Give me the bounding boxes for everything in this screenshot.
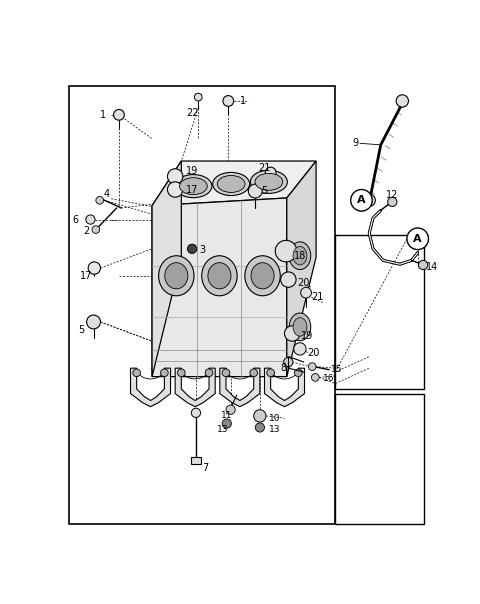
Circle shape xyxy=(275,240,297,262)
Polygon shape xyxy=(220,368,260,406)
Circle shape xyxy=(178,369,185,377)
Circle shape xyxy=(86,215,95,224)
Circle shape xyxy=(86,315,100,329)
Text: 12: 12 xyxy=(386,190,398,200)
Polygon shape xyxy=(264,368,304,406)
Circle shape xyxy=(96,196,104,204)
Circle shape xyxy=(363,194,375,207)
Circle shape xyxy=(285,326,300,341)
Text: 20: 20 xyxy=(297,278,309,289)
Circle shape xyxy=(222,419,231,428)
Circle shape xyxy=(294,342,306,355)
Circle shape xyxy=(88,262,100,274)
Circle shape xyxy=(254,410,266,422)
Ellipse shape xyxy=(251,263,274,289)
Text: 21: 21 xyxy=(258,163,271,173)
Circle shape xyxy=(222,369,230,377)
Text: 7: 7 xyxy=(202,463,208,474)
Circle shape xyxy=(133,369,141,377)
Ellipse shape xyxy=(289,242,311,269)
Text: 8: 8 xyxy=(281,363,287,373)
Circle shape xyxy=(168,182,183,198)
Text: 5: 5 xyxy=(262,186,268,196)
Ellipse shape xyxy=(165,263,188,289)
Text: 5: 5 xyxy=(78,325,84,335)
Ellipse shape xyxy=(289,313,311,341)
Ellipse shape xyxy=(293,246,307,265)
Circle shape xyxy=(388,198,397,207)
Text: 17: 17 xyxy=(81,271,93,281)
Text: 13: 13 xyxy=(217,425,228,434)
Ellipse shape xyxy=(213,172,250,196)
Ellipse shape xyxy=(175,175,212,198)
Polygon shape xyxy=(131,368,170,406)
Circle shape xyxy=(295,369,302,377)
Text: 4: 4 xyxy=(104,189,109,199)
Circle shape xyxy=(396,95,408,107)
Text: 13: 13 xyxy=(269,425,281,434)
Circle shape xyxy=(250,369,258,377)
Circle shape xyxy=(265,167,276,178)
Circle shape xyxy=(308,363,316,370)
Circle shape xyxy=(160,369,168,377)
Circle shape xyxy=(205,369,213,377)
Ellipse shape xyxy=(208,263,231,289)
Text: 6: 6 xyxy=(72,214,78,225)
Circle shape xyxy=(223,95,234,106)
Circle shape xyxy=(419,260,428,269)
Ellipse shape xyxy=(293,318,307,336)
Text: 18: 18 xyxy=(294,251,306,261)
Text: 10: 10 xyxy=(269,414,281,423)
Circle shape xyxy=(300,288,312,298)
Circle shape xyxy=(248,184,262,198)
Text: 14: 14 xyxy=(426,262,438,272)
Text: 1: 1 xyxy=(100,110,106,120)
Text: 20: 20 xyxy=(308,348,320,358)
Polygon shape xyxy=(175,368,215,406)
Text: 22: 22 xyxy=(186,108,198,118)
Text: 9: 9 xyxy=(352,138,359,149)
Text: 19: 19 xyxy=(301,331,314,341)
Circle shape xyxy=(281,272,296,288)
Ellipse shape xyxy=(217,176,245,193)
Circle shape xyxy=(407,228,429,249)
Circle shape xyxy=(351,190,372,211)
Bar xyxy=(69,86,336,524)
Text: 2: 2 xyxy=(83,226,89,236)
Bar xyxy=(335,394,424,524)
Polygon shape xyxy=(287,161,316,377)
Circle shape xyxy=(312,373,319,381)
Circle shape xyxy=(194,93,202,101)
Circle shape xyxy=(168,169,183,184)
Text: 16: 16 xyxy=(323,374,335,384)
Text: 15: 15 xyxy=(331,365,342,374)
Bar xyxy=(335,235,424,389)
Ellipse shape xyxy=(251,170,288,193)
Text: 21: 21 xyxy=(312,292,324,303)
Polygon shape xyxy=(152,161,181,377)
Text: A: A xyxy=(357,195,366,205)
Ellipse shape xyxy=(202,255,237,296)
Text: 17: 17 xyxy=(186,184,198,194)
Circle shape xyxy=(226,405,235,414)
Circle shape xyxy=(284,358,293,367)
Text: 3: 3 xyxy=(200,245,206,255)
Polygon shape xyxy=(152,198,287,377)
Circle shape xyxy=(114,109,124,120)
Ellipse shape xyxy=(255,173,283,190)
Ellipse shape xyxy=(245,255,280,296)
Circle shape xyxy=(188,244,197,254)
Circle shape xyxy=(267,369,275,377)
Text: 1: 1 xyxy=(240,96,246,106)
Bar xyxy=(191,457,201,464)
Circle shape xyxy=(192,408,201,417)
Text: 19: 19 xyxy=(186,166,198,176)
Ellipse shape xyxy=(158,255,194,296)
Text: 11: 11 xyxy=(221,411,233,420)
Ellipse shape xyxy=(180,178,207,194)
Polygon shape xyxy=(152,161,316,206)
Circle shape xyxy=(255,423,264,432)
Circle shape xyxy=(92,226,100,233)
Text: A: A xyxy=(413,234,422,244)
